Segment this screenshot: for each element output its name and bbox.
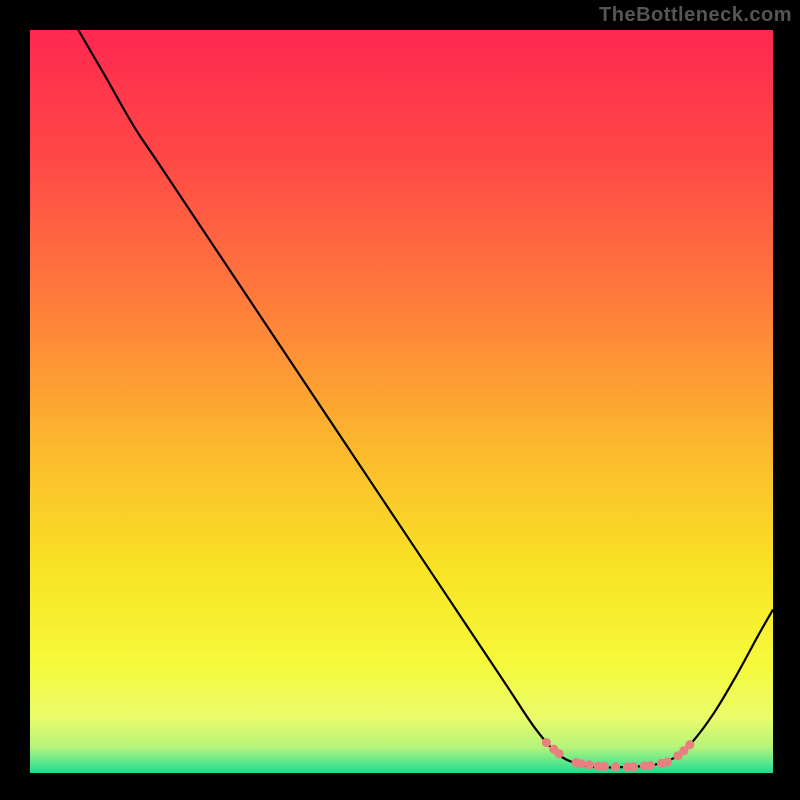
highlight-dot <box>600 762 609 771</box>
highlight-dot <box>611 762 620 771</box>
highlight-dot <box>577 759 586 768</box>
chart-frame: TheBottleneck.com <box>0 0 800 800</box>
highlight-dot <box>646 761 655 770</box>
watermark-text: TheBottleneck.com <box>599 4 792 27</box>
highlight-dot <box>663 757 672 766</box>
highlight-dot <box>585 760 594 769</box>
highlight-dot <box>685 740 694 749</box>
highlight-dot <box>629 762 638 771</box>
plot-background <box>30 30 773 773</box>
bottleneck-chart <box>30 30 773 773</box>
highlight-dot <box>542 738 551 747</box>
highlight-dot <box>554 749 563 758</box>
